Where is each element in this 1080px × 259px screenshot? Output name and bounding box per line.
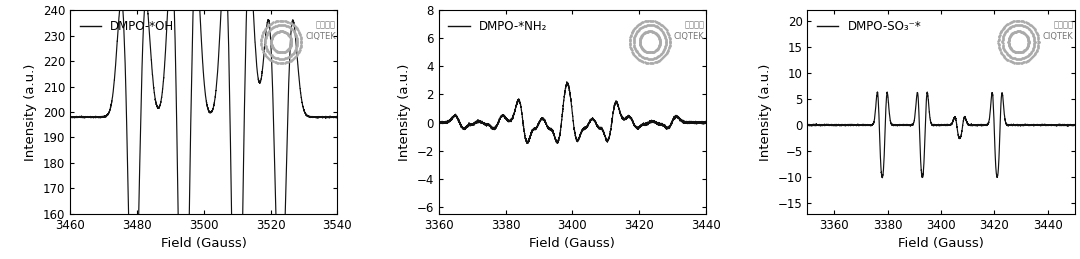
- X-axis label: Field (Gauss): Field (Gauss): [161, 237, 246, 250]
- Legend: DMPO-*NH₂: DMPO-*NH₂: [445, 16, 551, 36]
- Legend: DMPO-*OH: DMPO-*OH: [76, 16, 178, 36]
- Text: 国仪量子
CIQTEK: 国仪量子 CIQTEK: [306, 20, 336, 41]
- Y-axis label: Intensity (a.u.): Intensity (a.u.): [399, 63, 411, 161]
- X-axis label: Field (Gauss): Field (Gauss): [899, 237, 984, 250]
- Y-axis label: Intensity (a.u.): Intensity (a.u.): [25, 63, 38, 161]
- X-axis label: Field (Gauss): Field (Gauss): [529, 237, 616, 250]
- Text: 国仪量子
CIQTEK: 国仪量子 CIQTEK: [674, 20, 704, 41]
- Text: 国仪量子
CIQTEK: 国仪量子 CIQTEK: [1042, 20, 1074, 41]
- Legend: DMPO-SO₃⁻*: DMPO-SO₃⁻*: [813, 16, 924, 36]
- Y-axis label: Intensity (a.u.): Intensity (a.u.): [759, 63, 772, 161]
